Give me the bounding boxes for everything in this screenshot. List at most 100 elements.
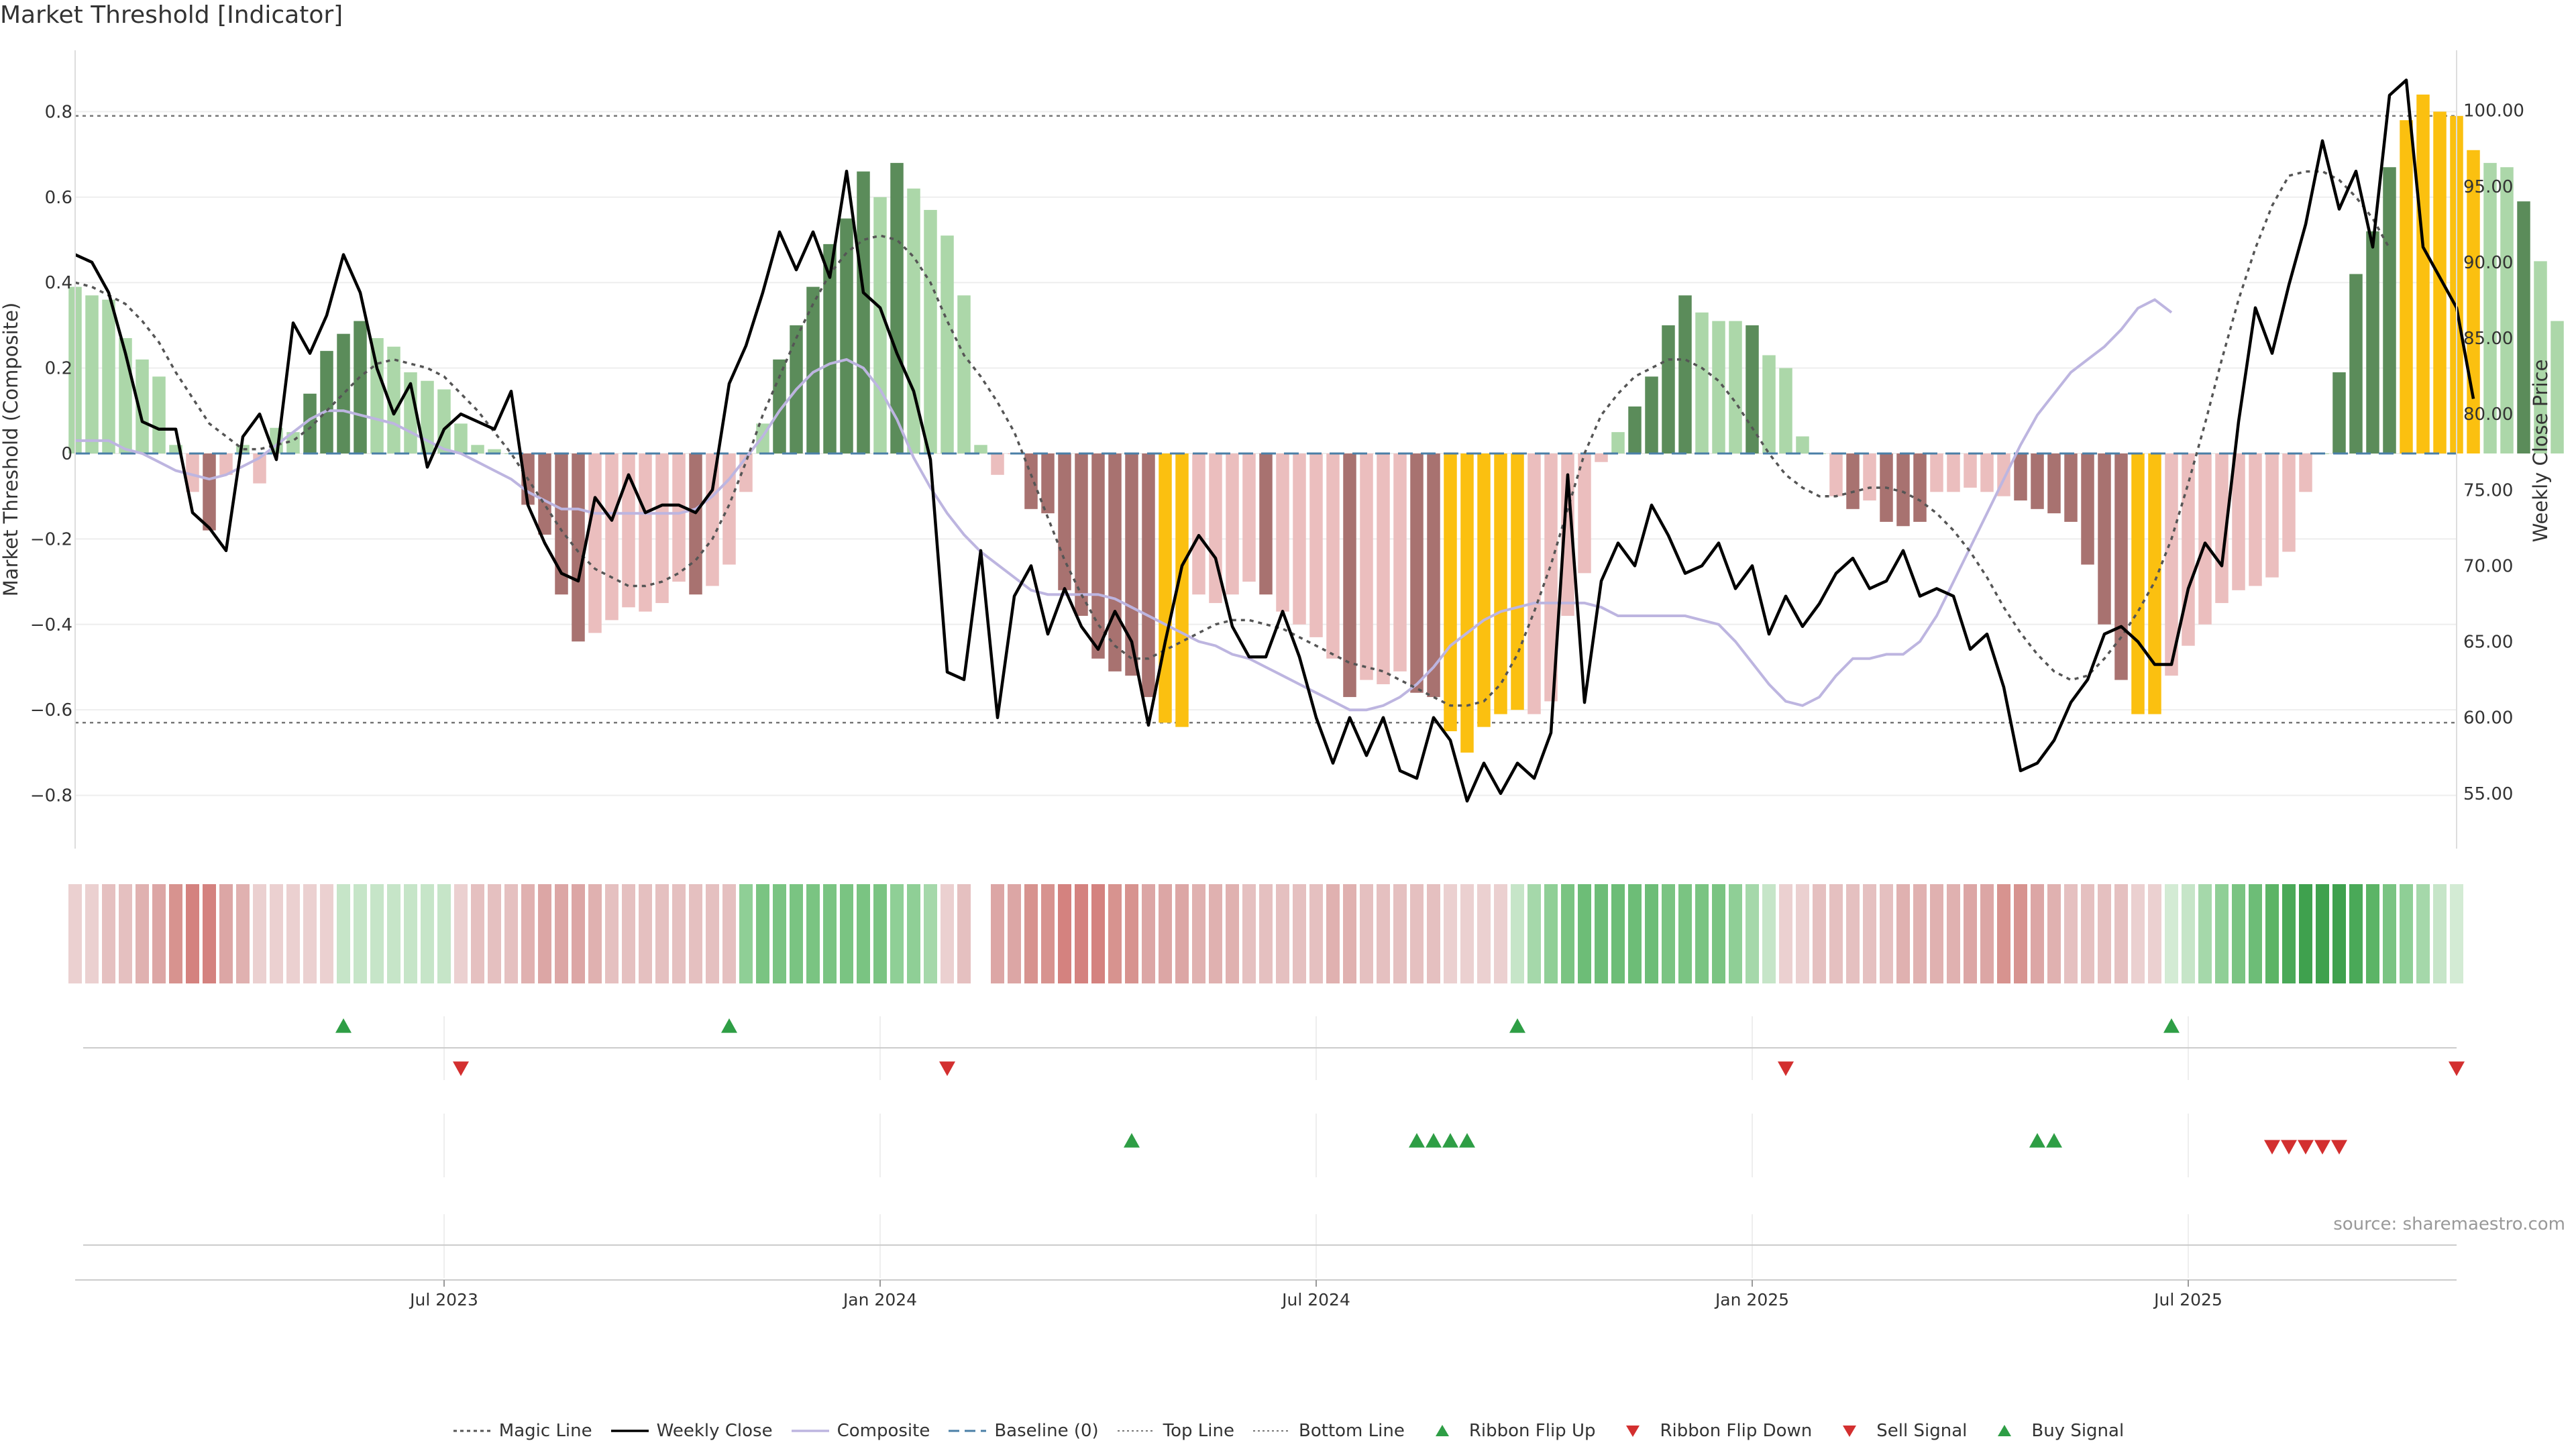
- composite-bar: [2114, 453, 2128, 680]
- composite-bar: [1226, 453, 1239, 595]
- composite-bar: [1091, 453, 1105, 659]
- legend-label: Sell Signal: [1876, 1421, 1968, 1441]
- composite-bar: [1913, 453, 1927, 522]
- legend-label: Composite: [837, 1421, 930, 1441]
- composite-bar: [1947, 453, 1960, 492]
- legend: Magic Line Weekly Close Composite Baseline …: [0, 1421, 2576, 1441]
- y-tick-label: −0.4: [30, 615, 72, 635]
- composite-line: [75, 298, 2173, 712]
- ribbon-cell: [1159, 884, 1172, 983]
- composite-bar: [2299, 453, 2312, 492]
- ribbon-flip-down-marker: [2449, 1061, 2465, 1076]
- composite-bar: [471, 445, 484, 453]
- composite-bar: [1410, 453, 1424, 693]
- composite-bar: [1242, 453, 1256, 582]
- ribbon-cell: [1746, 884, 1759, 983]
- y2-tick-label: 90.00: [2463, 253, 2513, 273]
- ribbon-cell: [1192, 884, 1205, 983]
- composite-bar: [1611, 432, 1625, 453]
- ribbon-cell: [303, 884, 317, 983]
- composite-bar: [2215, 453, 2229, 603]
- ribbon-cell: [2383, 884, 2396, 983]
- ribbon-cell: [1024, 884, 1038, 983]
- composite-bar: [924, 209, 937, 453]
- composite-bar: [2517, 201, 2530, 453]
- ribbon-cell: [655, 884, 669, 983]
- ribbon-cell: [521, 884, 535, 983]
- composite-bar: [2131, 453, 2145, 714]
- ribbon-cell: [370, 884, 384, 983]
- ribbon-cell: [941, 884, 954, 983]
- legend-item: Magic Line: [452, 1421, 592, 1441]
- y2-tick-label: 95.00: [2463, 177, 2513, 197]
- ribbon-cell: [2416, 884, 2430, 983]
- ribbon-cell: [1008, 884, 1021, 983]
- composite-bar: [337, 333, 350, 453]
- composite-bar: [2282, 453, 2296, 552]
- ribbon-cell: [437, 884, 451, 983]
- composite-bar: [253, 453, 266, 484]
- ribbon-cell: [1645, 884, 1658, 983]
- y2-tick-label: 85.00: [2463, 329, 2513, 349]
- composite-bar: [1309, 453, 1323, 637]
- ribbon-cell: [857, 884, 870, 983]
- ribbon-cell: [957, 884, 971, 983]
- ribbon-cell: [119, 884, 132, 983]
- ribbon-cell: [1091, 884, 1105, 983]
- ribbon-cell: [286, 884, 300, 983]
- ribbon-cell: [1393, 884, 1407, 983]
- composite-bar: [2148, 453, 2161, 714]
- composite-bar: [622, 453, 635, 608]
- x-tick-label: Jan 2024: [842, 1290, 917, 1309]
- ribbon-cell: [1360, 884, 1373, 983]
- y-tick-label: −0.8: [30, 786, 72, 806]
- composite-bar: [1075, 453, 1088, 616]
- y2-axis-label: Weekly Close Price: [2529, 360, 2552, 543]
- composite-bar: [639, 453, 652, 612]
- composite-bar: [605, 453, 619, 621]
- ribbon-cell: [1242, 884, 1256, 983]
- ribbon-cell: [337, 884, 350, 983]
- composite-bar: [1595, 453, 1608, 462]
- sell-signal-marker: [2281, 1140, 2297, 1155]
- composite-bar: [2349, 274, 2363, 453]
- composite-bar: [320, 351, 333, 453]
- legend-triangle: [1626, 1426, 1640, 1437]
- composite-bar: [1544, 453, 1558, 702]
- composite-bar: [1427, 453, 1440, 698]
- composite-bar: [1159, 453, 1172, 723]
- ribbon-cell: [2265, 884, 2279, 983]
- composite-bar: [1494, 453, 1507, 714]
- composite-bar: [488, 449, 501, 453]
- y2-tick-label: 55.00: [2463, 784, 2513, 804]
- composite-bar: [2366, 231, 2379, 453]
- composite-bar: [1326, 453, 1340, 659]
- ribbon-cell: [2215, 884, 2229, 983]
- ribbon-cell: [186, 884, 199, 983]
- ribbon-cell: [1863, 884, 1876, 983]
- ribbon-cell: [1813, 884, 1826, 983]
- legend-item: Weekly Close: [610, 1421, 773, 1441]
- legend-label: Magic Line: [498, 1421, 592, 1441]
- signal-panels: [83, 1016, 2465, 1278]
- composite-bar: [890, 162, 904, 453]
- ribbon-cell: [1578, 884, 1591, 983]
- ribbon-cell: [2316, 884, 2329, 983]
- ribbon-cell: [790, 884, 803, 983]
- ribbon-cell: [1259, 884, 1273, 983]
- ribbon-cell: [320, 884, 333, 983]
- composite-bar: [2165, 453, 2178, 676]
- green-triangle-up-icon: [1435, 1425, 1449, 1436]
- ribbon-cell: [1410, 884, 1424, 983]
- composite-bar: [2031, 453, 2044, 509]
- ribbon-cell: [2098, 884, 2111, 983]
- composite-bar: [2014, 453, 2027, 501]
- ribbon-flip-down-marker: [939, 1061, 955, 1076]
- ribbon-cell: [1326, 884, 1340, 983]
- composite-bars: [68, 94, 2564, 753]
- sell-signal-marker: [2314, 1140, 2330, 1155]
- ribbon-flip-up-marker: [721, 1018, 737, 1033]
- composite-bar: [2534, 261, 2547, 453]
- ribbon-cell: [1544, 884, 1558, 983]
- legend-label: Buy Signal: [2031, 1421, 2125, 1441]
